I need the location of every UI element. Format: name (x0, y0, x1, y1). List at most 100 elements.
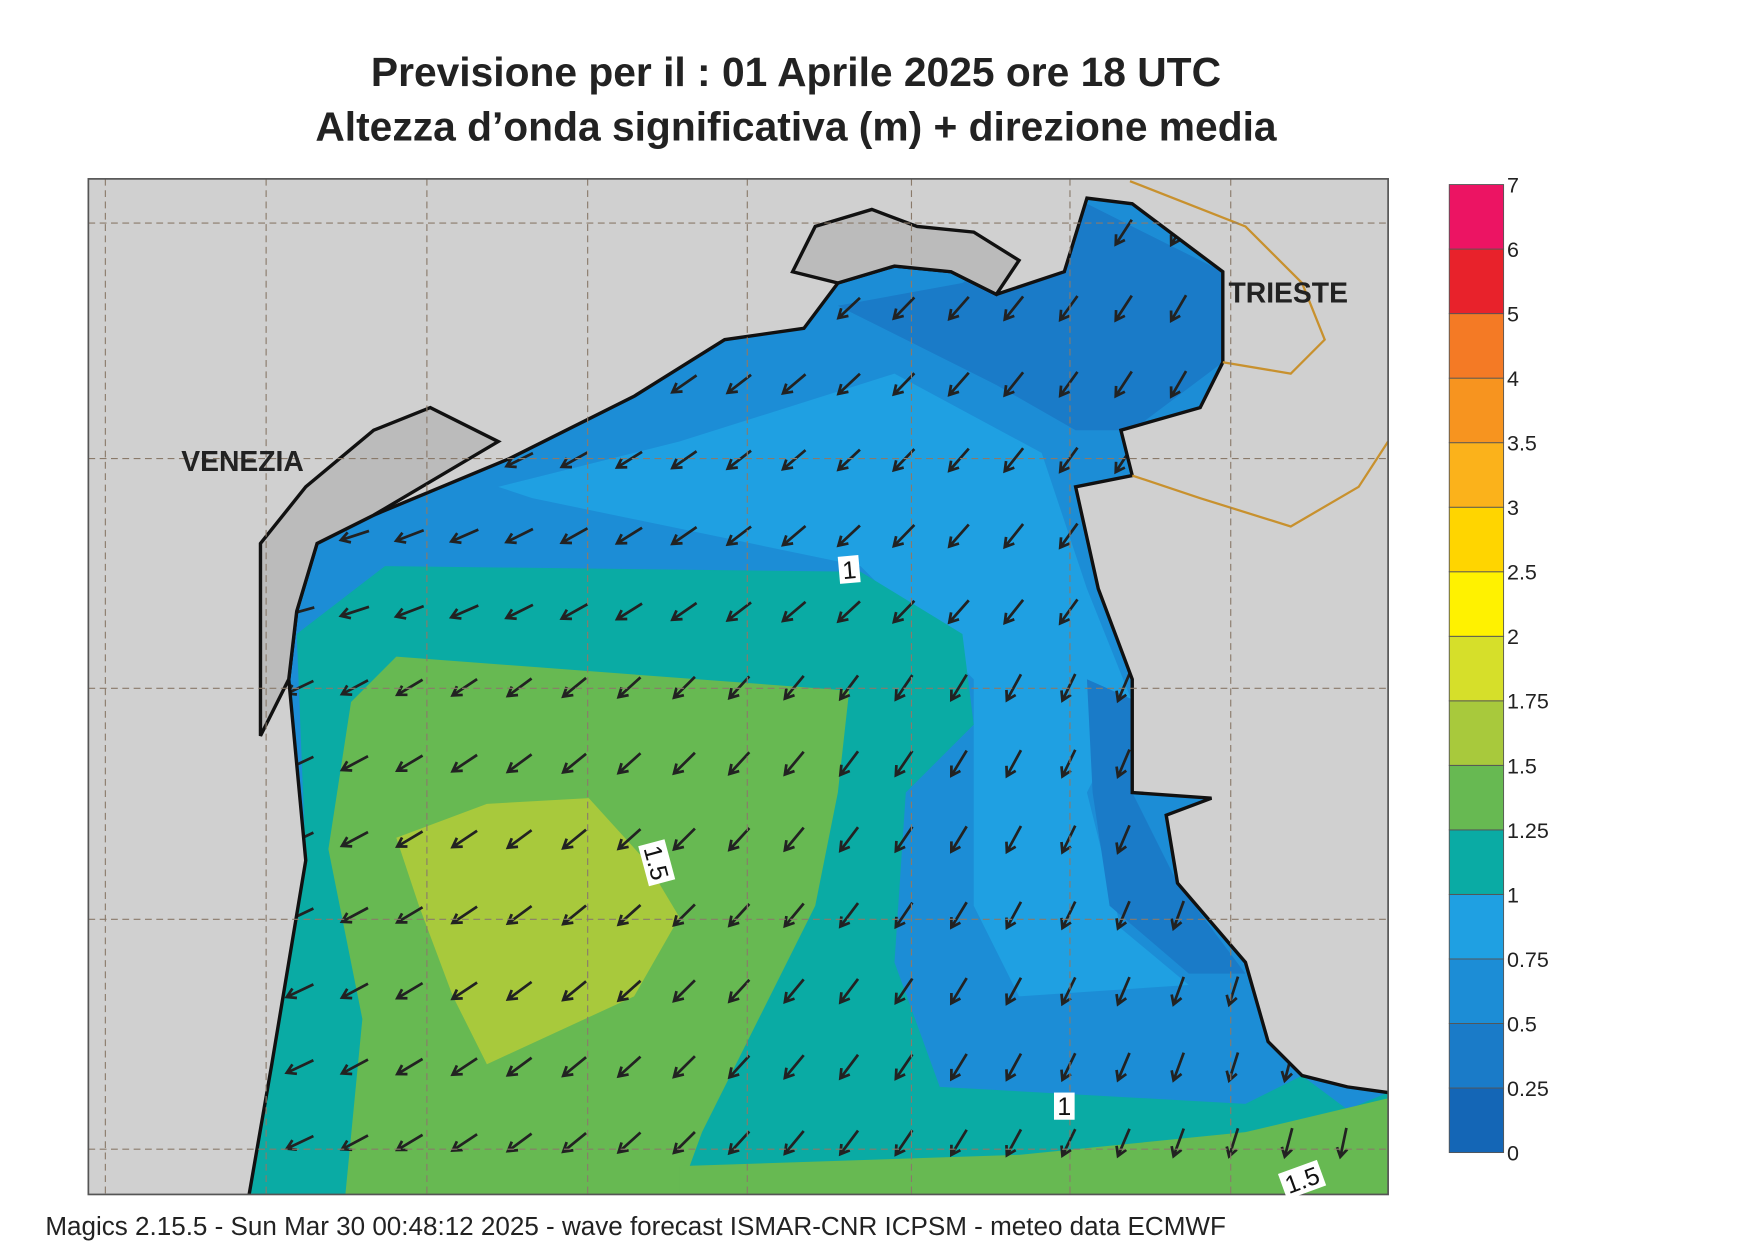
colorbar-box (1448, 635, 1505, 702)
arrow (894, 1053, 914, 1081)
arrow (949, 901, 968, 930)
arrow (727, 1054, 751, 1080)
colorbar-label: 3.5 (1507, 432, 1537, 456)
arrow (947, 296, 970, 321)
arrow (894, 826, 914, 854)
colorbar-label: 2.5 (1507, 561, 1537, 585)
arrow (614, 602, 643, 621)
arrow (781, 449, 807, 471)
arrow (1005, 1128, 1023, 1158)
arrow (395, 906, 424, 924)
arrow (727, 1130, 751, 1156)
arrow (1058, 598, 1079, 626)
arrow (1003, 523, 1025, 550)
arrow (504, 603, 534, 621)
arrow (838, 1129, 860, 1157)
arrow (1115, 900, 1131, 931)
title-line: Altezza d’onda significativa (m) + direz… (315, 103, 1277, 149)
arrow (836, 372, 861, 396)
arrow (836, 524, 861, 548)
arrow (949, 977, 968, 1006)
arrow (339, 982, 369, 1000)
colorbar-label: 2 (1507, 625, 1519, 649)
contour-value: 1 (841, 556, 857, 585)
colorbar-label: 5 (1507, 303, 1519, 327)
arrow (1003, 599, 1025, 625)
arrow (947, 599, 970, 625)
arrow (781, 524, 807, 547)
colorbar-box (1448, 893, 1505, 960)
arrow (949, 673, 968, 703)
colorbar-box (1448, 571, 1505, 637)
arrow (614, 450, 643, 469)
arrow (504, 451, 534, 469)
arrow (670, 374, 698, 394)
arrow (727, 827, 751, 852)
arrow (894, 750, 914, 778)
zone (679, 1098, 1389, 1195)
arrow (838, 750, 860, 777)
arrow (836, 296, 861, 320)
arrow (339, 679, 369, 697)
contour-value: 1 (1057, 1093, 1071, 1121)
arrow (616, 1055, 642, 1079)
arrow (1170, 900, 1186, 932)
arrow (1005, 749, 1023, 779)
graticule (88, 178, 1389, 1195)
colorbar-label: 0 (1507, 1141, 1519, 1165)
arrow (450, 677, 478, 697)
colorbar-box (1448, 248, 1505, 315)
arrow (1005, 1052, 1023, 1082)
colorbar-box (1448, 313, 1505, 379)
arrow (559, 527, 589, 545)
colorbar: 0 0.25 0.5 0.75 1 1.25 1.5 1.75 2 2.5 3 3.5 4 5 6 7 (1448, 173, 1549, 1165)
lagoon (790, 207, 1022, 297)
arrow (450, 1133, 478, 1152)
arrow (836, 448, 861, 472)
arrow (616, 979, 642, 1003)
arrow (725, 601, 752, 622)
arrow (838, 978, 860, 1005)
colorbar-label: 0.25 (1507, 1077, 1549, 1101)
arrow (561, 904, 587, 926)
arrow (505, 980, 533, 1001)
arrow (393, 604, 425, 620)
colorbar-box (1448, 764, 1505, 831)
arrow (505, 904, 533, 926)
arrow (838, 826, 860, 853)
arrow (1169, 370, 1188, 399)
arrow (1058, 371, 1079, 398)
zone (498, 373, 1189, 997)
arrow (1114, 370, 1133, 399)
colorbar-box (1448, 1023, 1505, 1089)
arrow (670, 450, 698, 470)
arrow (450, 981, 478, 1001)
arrow (727, 978, 751, 1004)
border (1129, 180, 1389, 528)
arrow (505, 1132, 533, 1153)
arrow (783, 902, 805, 929)
arrow (338, 529, 370, 544)
contour-box (1277, 1159, 1327, 1200)
arrow (1335, 1127, 1349, 1160)
arrow (339, 906, 369, 924)
arrow (838, 674, 860, 702)
arrow (1058, 522, 1079, 550)
place-label: TRIESTE (1228, 276, 1348, 308)
arrow (1225, 1127, 1240, 1159)
arrow (949, 749, 968, 778)
arrow (505, 829, 533, 850)
arrow (450, 905, 478, 925)
contour-labels: 11.511.5 (638, 555, 1327, 1200)
arrow (1115, 976, 1131, 1007)
colorbar-box (1448, 1087, 1505, 1154)
colorbar-box (1448, 506, 1505, 573)
zone (396, 798, 680, 1065)
arrow (1170, 1052, 1186, 1083)
arrow (894, 1129, 914, 1157)
arrow (616, 752, 642, 775)
arrow (836, 600, 861, 624)
arrow (561, 1132, 587, 1154)
